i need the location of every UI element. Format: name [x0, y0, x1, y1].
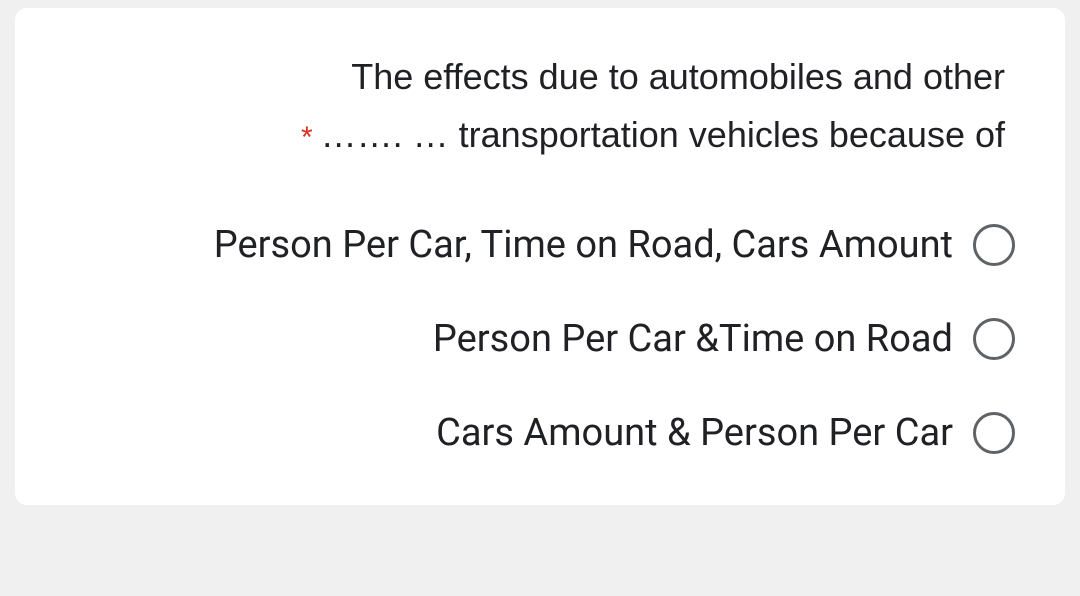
- question-line-2: *……. … transportation vehicles because o…: [65, 106, 1005, 164]
- radio-button[interactable]: [973, 224, 1015, 266]
- question-text-block: The effects due to automobiles and other…: [65, 48, 1015, 163]
- radio-button[interactable]: [973, 412, 1015, 454]
- option-row[interactable]: Person Per Car, Time on Road, Cars Amoun…: [65, 223, 1015, 267]
- option-label: Person Per Car &Time on Road: [433, 317, 953, 361]
- option-row[interactable]: Person Per Car &Time on Road: [65, 317, 1015, 361]
- options-list: Person Per Car, Time on Road, Cars Amoun…: [65, 223, 1015, 455]
- option-row[interactable]: Cars Amount & Person Per Car: [65, 411, 1015, 455]
- required-marker: *: [301, 121, 313, 154]
- radio-button[interactable]: [973, 318, 1015, 360]
- option-label: Person Per Car, Time on Road, Cars Amoun…: [214, 223, 953, 267]
- question-line-2-text: transportation vehicles because of: [459, 114, 1005, 155]
- question-blank: ……. …: [321, 114, 449, 155]
- question-card: The effects due to automobiles and other…: [15, 8, 1065, 505]
- question-line-1: The effects due to automobiles and other: [65, 48, 1005, 106]
- option-label: Cars Amount & Person Per Car: [436, 411, 953, 455]
